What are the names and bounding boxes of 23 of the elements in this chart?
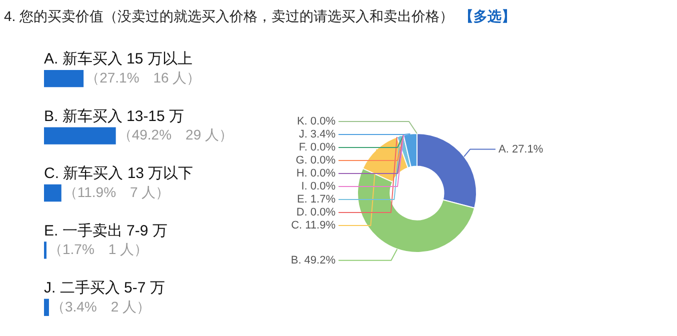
category-label: G. 0.0% <box>296 154 336 167</box>
data-label: （11.9% 7 人） <box>63 184 170 200</box>
slice-label: E. 1.7% <box>296 194 336 206</box>
category-label: C. 新车买入 13 万以下 <box>44 165 194 182</box>
category-label: I. 0.0% <box>301 180 336 193</box>
slice-label: J. 3.4% <box>298 128 336 141</box>
data-label: （3.4% 2 人） <box>50 298 151 314</box>
category-label: E. 一手卖出 7-9 万 <box>44 222 168 240</box>
data-label: （1.7% 1 人） <box>48 241 148 258</box>
category-label: K. 0.0% <box>296 116 336 128</box>
slice-label: A. 27.1% <box>498 143 544 156</box>
category-label: B. 新车买入 13-15 万 <box>44 108 184 125</box>
text: 【多选】 <box>460 8 516 24</box>
category-label: D. 0.0% <box>296 206 336 219</box>
category-label: J. 二手买入 5-7 万 <box>44 279 165 296</box>
category-label: F. 0.0% <box>298 142 336 154</box>
category-label: H. 0.0% <box>296 168 336 180</box>
slice-label: C. 11.9% <box>291 220 336 232</box>
data-label: （49.2% 29 人） <box>118 126 234 143</box>
data-label: （27.1% 16 人） <box>86 69 201 86</box>
category-label: A. 新车买入 15 万以上 <box>44 50 192 68</box>
text: 4. 您的买卖价值（没卖过的就选买入价格，卖过的请选买入和卖出价格） <box>4 8 454 24</box>
slice-label: B. 49.2% <box>290 254 336 266</box>
